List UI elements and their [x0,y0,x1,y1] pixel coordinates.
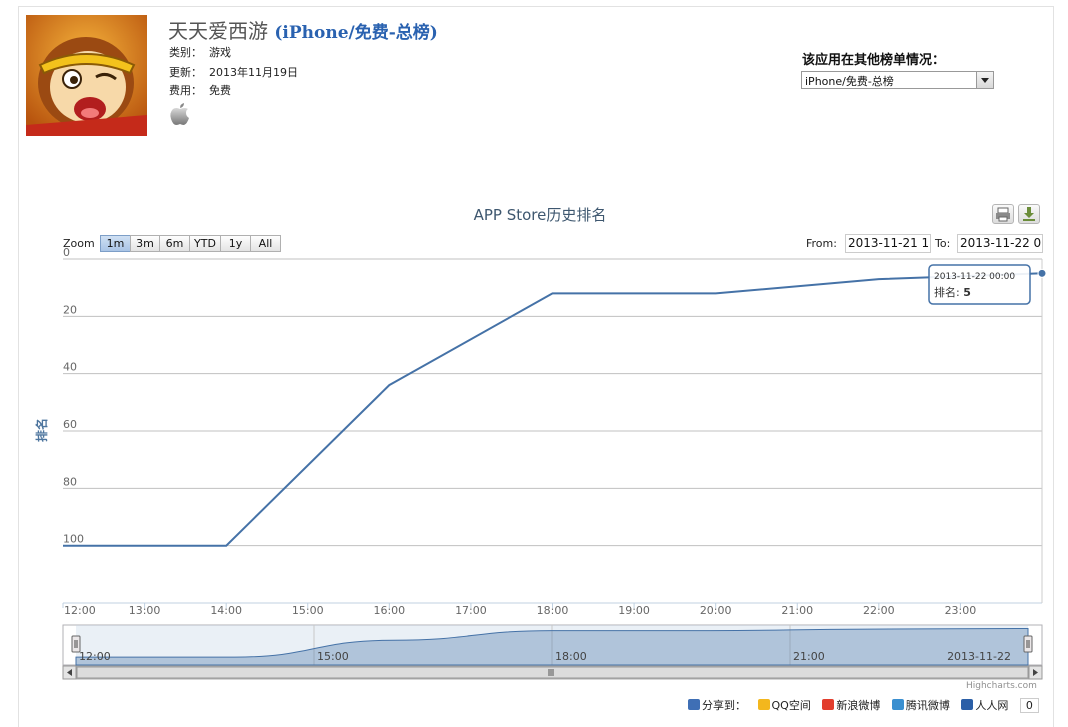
data-point[interactable] [1038,269,1046,277]
x-tick-label: 23:00 [945,604,977,617]
y-axis: 0 20 40 60 80 100 [63,246,84,546]
rank-history-chart: 12:00 13:00 14:00 15:00 16:00 17:00 18:00 19:00… [0,0,1068,707]
share-tencent-weibo[interactable]: 腾讯微博 [892,697,954,713]
x-axis: 12:00 13:00 14:00 15:00 16:00 17:00 18:00 19:00… [63,603,976,617]
x-tick-label: 20:00 [700,604,732,617]
x-tick-label: 15:00 [292,604,324,617]
navigator-label: 12:00 [79,650,111,663]
qzone-icon [758,699,770,710]
x-tick-label: 17:00 [455,604,487,617]
share-sina-weibo[interactable]: 新浪微博 [822,697,884,713]
share-count: 0 [1020,698,1039,713]
sina-weibo-icon [822,699,834,710]
share-renren[interactable]: 人人网 [961,697,1012,713]
x-tick-label: 16:00 [373,604,405,617]
tooltip-value: 5 [963,286,971,299]
x-tick-label: 12:00 [64,604,96,617]
tooltip: 2013-11-22 00:00 排名: 5 [929,265,1030,304]
share-label: 分享到： [688,697,750,713]
navigator[interactable]: 12:00 15:00 18:00 21:00 2013-11-22 [63,625,1042,665]
navigator-right-handle[interactable] [1024,636,1032,652]
y-tick-label: 60 [63,418,77,431]
x-tick-label: 21:00 [781,604,813,617]
navigator-label: 2013-11-22 [947,650,1011,663]
series-points [63,269,1046,545]
x-tick-label: 14:00 [210,604,242,617]
y-tick-label: 100 [63,533,84,546]
credits-link[interactable]: Highcharts.com [966,681,1037,691]
y-tick-label: 20 [63,303,77,316]
y-tick-label: 40 [63,361,77,374]
navigator-label: 21:00 [793,650,825,663]
y-axis-title: 排名 [34,418,49,442]
navigator-label: 15:00 [317,650,349,663]
rank-series-line[interactable] [63,273,1042,545]
share-bar: 分享到： QQ空间 新浪微博 腾讯微博 人人网 0 [688,697,1043,713]
tooltip-label: 排名: [934,285,960,299]
share-qzone[interactable]: QQ空间 [758,697,815,713]
x-tick-label: 18:00 [537,604,569,617]
navigator-left-handle[interactable] [72,636,80,652]
x-tick-label: 22:00 [863,604,895,617]
x-tick-label: 13:00 [129,604,161,617]
renren-icon [961,699,973,710]
navigator-label: 18:00 [555,650,587,663]
grid-lines [63,259,1042,546]
y-tick-label: 80 [63,475,77,488]
tooltip-value-line: 排名: 5 [934,285,971,299]
tencent-weibo-icon [892,699,904,710]
tooltip-date: 2013-11-22 00:00 [934,272,1015,282]
y-tick-label: 0 [63,246,70,259]
x-tick-label: 19:00 [618,604,650,617]
scrollbar[interactable] [63,666,1042,679]
share-icon [688,699,700,710]
